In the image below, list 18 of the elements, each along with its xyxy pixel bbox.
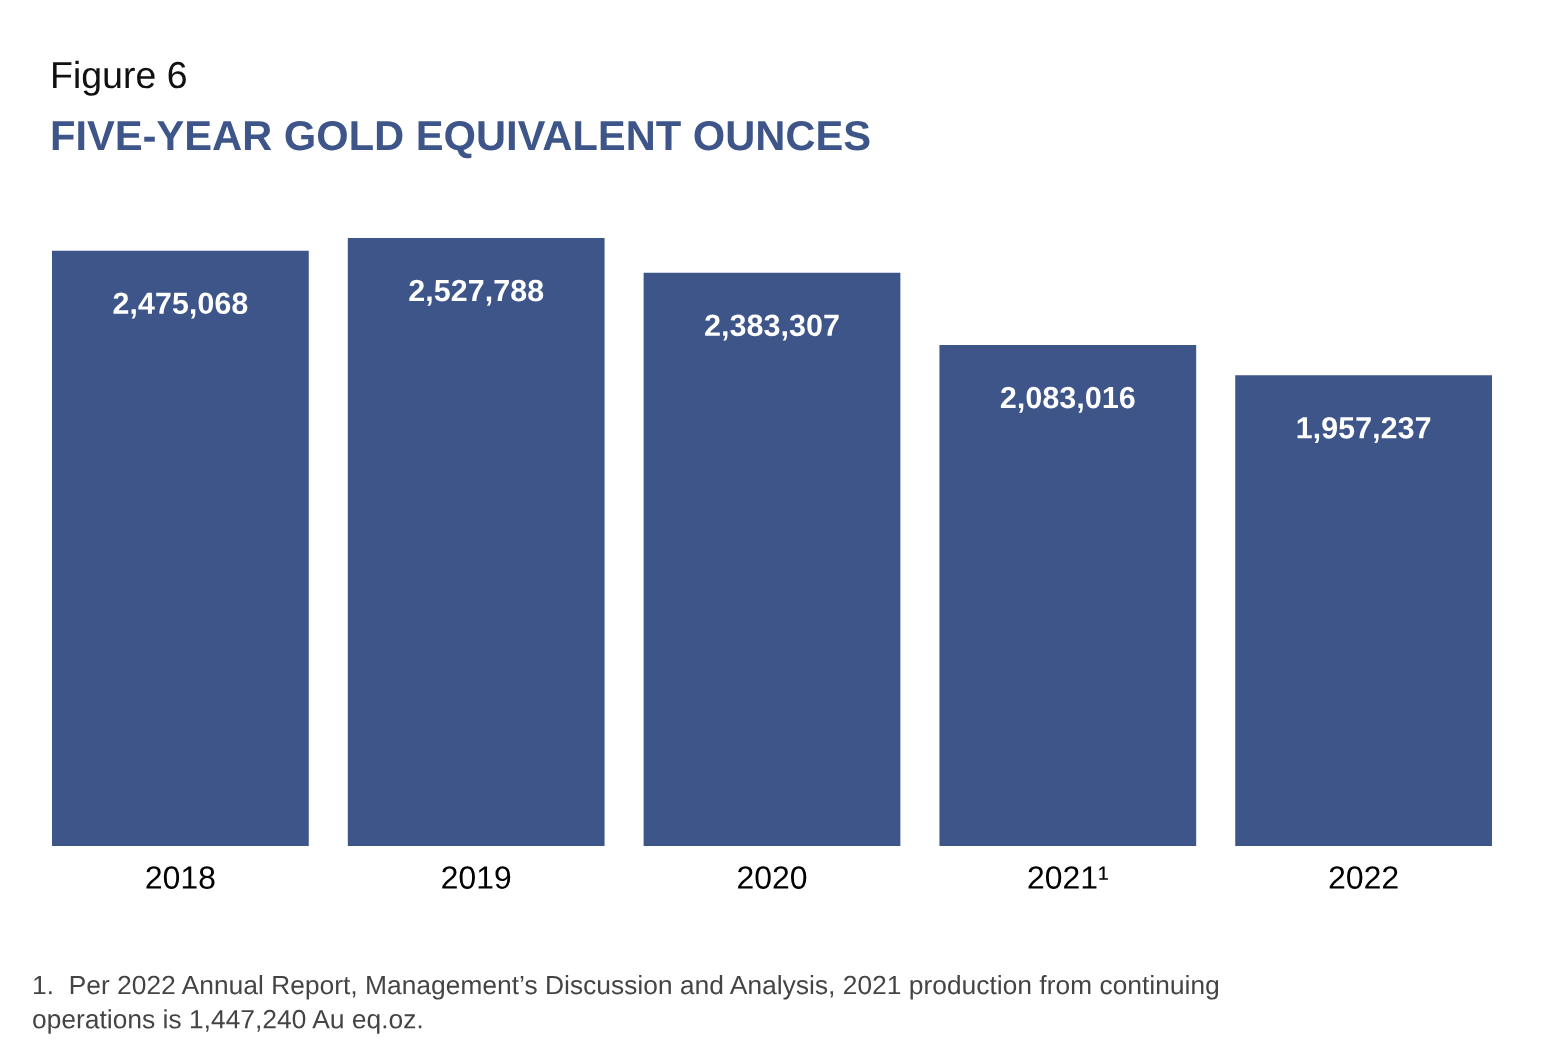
bar [939, 344, 1197, 846]
text: 1. Per 2022 Annual Report, Management’s Discussion and Analysis, 2021 production from continuing operations is 1,447,240 Au eq.oz. [33, 975, 1219, 1034]
x-tick-label: 2018 [146, 866, 215, 889]
bar [643, 272, 901, 846]
x-tick-label: 2019 [442, 866, 511, 889]
data-label: 2,083,016 [1000, 386, 1135, 413]
x-tick-label: 2021¹ [1028, 866, 1108, 889]
data-label: 2,383,307 [705, 314, 839, 341]
data-label: 1,957,237 [1297, 417, 1431, 444]
chart-subtitle: FIVE-YEAR GOLD EQUIVALENT OUNCES [52, 120, 870, 159]
bar [347, 238, 605, 846]
data-label: 2,527,788 [409, 279, 544, 306]
bar [1235, 375, 1492, 846]
chart-title: Figure 6 [53, 60, 186, 96]
bar [52, 250, 309, 846]
x-tick-label: 2020 [738, 866, 807, 889]
x-tick-label: 2022 [1329, 866, 1398, 889]
data-label: 2,475,068 [113, 292, 248, 319]
